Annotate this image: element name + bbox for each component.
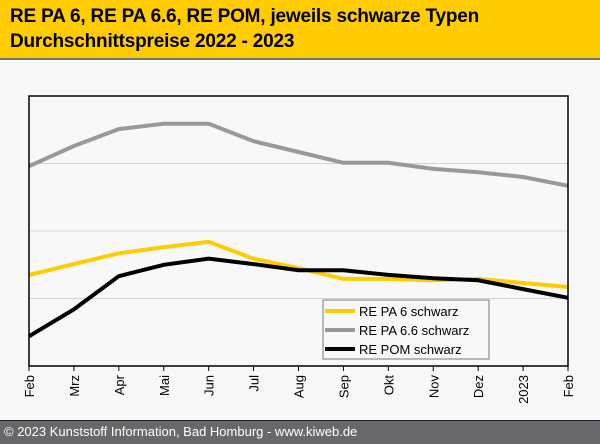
x-tick-label: Mai: [157, 375, 172, 396]
x-tick-label: Okt: [381, 375, 396, 396]
x-tick-label: Sep: [336, 375, 351, 398]
chart-title: RE PA 6, RE PA 6.6, RE POM, jeweils schw…: [10, 6, 480, 27]
x-tick-label: Aug: [292, 375, 307, 398]
legend-label: RE PA 6 schwarz: [359, 304, 458, 319]
x-tick-label: Jul: [247, 375, 262, 392]
line-chart: Feb Mrz Apr Mai Jun Jul Aug Sep Okt Nov Dez 2023 Feb…: [0, 60, 600, 420]
legend-label: RE PA 6.6 schwarz: [359, 323, 469, 338]
x-tick-label: Feb: [22, 375, 37, 397]
x-tick-label: Nov: [426, 375, 441, 399]
chart-header: RE PA 6, RE PA 6.6, RE POM, jeweils schw…: [0, 0, 600, 60]
legend: RE PA 6 schwarz RE PA 6.6 schwarz RE POM s…: [322, 299, 490, 360]
x-tick-label: Feb: [561, 375, 576, 397]
x-axis: Feb Mrz Apr Mai Jun Jul Aug Sep Okt Nov Dez 2023 Feb: [22, 366, 576, 404]
grid-layer: [29, 163, 568, 299]
x-tick-label: Mrz: [67, 375, 82, 397]
copyright-text: © 2023 Kunststoff Information, Bad Hombu…: [4, 424, 358, 439]
footer: © 2023 Kunststoff Information, Bad Hombu…: [0, 420, 600, 444]
x-tick-label: Jun: [202, 375, 217, 396]
x-tick-label: 2023: [516, 375, 531, 404]
chart-svg: Feb Mrz Apr Mai Jun Jul Aug Sep Okt Nov Dez 2023 Feb…: [22, 95, 576, 404]
x-tick-label: Apr: [112, 374, 127, 395]
legend-label: RE POM schwarz: [359, 342, 462, 357]
x-tick-label: Dez: [471, 375, 486, 398]
series-layer: [27, 121, 569, 339]
chart-subtitle: Durchschnittspreise 2022 - 2023: [10, 31, 295, 52]
series-line-1: [28, 121, 569, 188]
